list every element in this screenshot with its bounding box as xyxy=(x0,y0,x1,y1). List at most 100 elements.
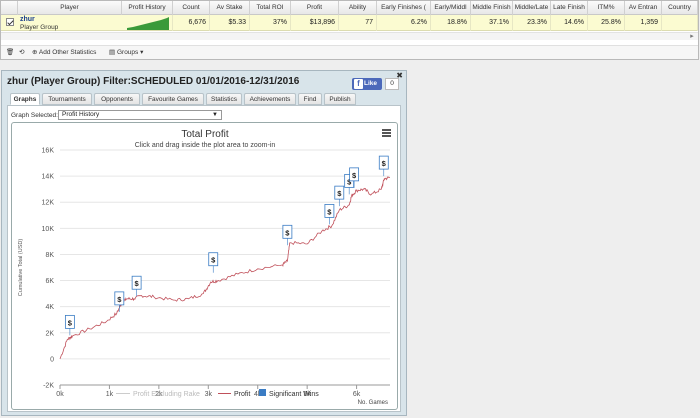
y-tick-label: 14K xyxy=(42,174,55,181)
col-header-country[interactable]: Country xyxy=(662,1,698,15)
significant-win-label: $ xyxy=(337,189,342,198)
horizontal-scrollbar[interactable] xyxy=(1,32,698,40)
col-header-early-finishes[interactable]: Early Finishes ( xyxy=(377,1,431,15)
chevron-down-icon: ▾ xyxy=(140,49,144,56)
significant-win-marker[interactable] xyxy=(349,167,360,182)
graph-select-value: Profit History xyxy=(62,111,100,118)
significant-win-marker[interactable] xyxy=(64,314,75,329)
cell-late-finish: 14.6% xyxy=(551,15,588,31)
y-tick-label: 12K xyxy=(42,200,55,207)
significant-win-marker[interactable] xyxy=(334,185,345,200)
col-header-itm-pct[interactable]: ITM% xyxy=(588,1,625,15)
profit-chart[interactable]: Total Profit Click and drag inside the pl… xyxy=(11,122,398,410)
col-header-av-stake[interactable]: Av Stake xyxy=(210,1,250,15)
player-stats-grid: Player Profit History Count Av Stake Tot… xyxy=(0,0,699,60)
profit-history-sparkline[interactable] xyxy=(127,16,169,30)
cell-early-middle: 18.8% xyxy=(431,15,471,31)
cell-av-entrants: 1,359 xyxy=(625,15,662,31)
tab-opponents[interactable]: Opponents xyxy=(94,93,140,105)
tab-statistics[interactable]: Statistics xyxy=(206,93,242,105)
y-tick-label: 16K xyxy=(42,148,55,155)
row-select-checkbox[interactable] xyxy=(6,18,14,26)
significant-win-label: $ xyxy=(211,256,216,265)
significant-win-label: $ xyxy=(68,318,73,327)
cell-middle-late: 23.3% xyxy=(513,15,551,31)
tab-publish[interactable]: Publish xyxy=(324,93,356,105)
col-header-ability[interactable]: Ability xyxy=(339,1,377,15)
legend-swatch-significant-wins xyxy=(259,389,266,396)
significant-win-marker[interactable] xyxy=(324,204,335,218)
tab-achievements[interactable]: Achievements xyxy=(244,93,296,105)
significant-win-label: $ xyxy=(327,207,332,216)
legend-significant-wins[interactable]: Significant Wins xyxy=(269,391,319,398)
x-axis-title: No. Games xyxy=(358,400,388,406)
legend-profit[interactable]: Profit xyxy=(234,391,250,398)
grid-header: Player Profit History Count Av Stake Tot… xyxy=(1,1,698,15)
col-header-middle-late[interactable]: Middle/Late xyxy=(513,1,551,15)
col-header-player[interactable]: Player xyxy=(18,1,122,15)
window-title: zhur (Player Group) Filter:SCHEDULED 01/… xyxy=(7,76,300,87)
significant-win-marker[interactable] xyxy=(282,224,293,239)
y-tick-label: 4K xyxy=(45,304,54,311)
cell-ability: 77 xyxy=(339,15,377,31)
significant-win-label: $ xyxy=(382,159,387,168)
cell-early-finishes: 6.2% xyxy=(377,15,431,31)
significant-win-marker[interactable] xyxy=(114,291,125,306)
significant-win-label: $ xyxy=(135,279,140,288)
col-header-middle-finish[interactable]: Middle Finish xyxy=(471,1,513,15)
y-tick-label: 6K xyxy=(45,278,54,285)
refresh-icon[interactable]: ⟲ xyxy=(19,49,25,56)
y-tick-label: 2K xyxy=(45,330,54,337)
chart-menu-icon[interactable] xyxy=(382,129,391,137)
x-tick-label: 6k xyxy=(353,391,361,398)
like-count: 0 xyxy=(385,78,399,90)
chart-title: Total Profit xyxy=(181,129,228,140)
add-stats-label: Add Other Statistics xyxy=(38,49,97,56)
col-header-profit[interactable]: Profit xyxy=(291,1,339,15)
col-header-total-roi[interactable]: Total ROI xyxy=(250,1,291,15)
cell-profit: $13,896 xyxy=(291,15,339,31)
player-type-label: Player Group xyxy=(20,24,59,31)
groups-icon: ▤ xyxy=(109,49,116,56)
significant-win-marker[interactable] xyxy=(378,155,389,170)
significant-win-label: $ xyxy=(347,177,352,186)
significant-win-label: $ xyxy=(117,295,122,304)
groups-label: Groups xyxy=(116,49,139,56)
facebook-like-label: Like xyxy=(364,80,378,87)
col-header-profit-history[interactable]: Profit History xyxy=(122,1,173,15)
tab-find[interactable]: Find xyxy=(298,93,322,105)
significant-win-marker[interactable] xyxy=(131,275,142,290)
graph-select-dropdown[interactable]: Profit History ▼ xyxy=(58,110,222,120)
close-icon[interactable]: ✖ xyxy=(396,71,403,80)
col-header-count[interactable]: Count xyxy=(173,1,210,15)
graphs-panel: Graph Selected: Profit History ▼ Total P… xyxy=(7,105,401,412)
facebook-like-button[interactable]: f Like xyxy=(352,78,382,90)
tab-favourite-games[interactable]: Favourite Games xyxy=(142,93,204,105)
scroll-right-arrow-icon[interactable]: ▸ xyxy=(690,33,694,40)
col-header-av-entrants[interactable]: Av Entran xyxy=(625,1,662,15)
col-header-late-finish[interactable]: Late Finish xyxy=(551,1,588,15)
select-column-header xyxy=(1,1,18,15)
y-axis-title: Cumulative Total (USD) xyxy=(18,239,24,297)
grid-toolbar: 🗑 ⟲ ⊕ Add Other Statistics ▤ Groups ▾ xyxy=(1,45,698,59)
x-tick-label: 0k xyxy=(56,391,64,398)
legend-profit-excl-rake[interactable]: Profit Excluding Rake xyxy=(133,391,200,398)
tab-graphs[interactable]: Graphs xyxy=(10,93,40,105)
trash-icon[interactable]: 🗑 xyxy=(6,49,15,56)
add-stats-button[interactable]: ⊕ Add Other Statistics xyxy=(32,48,96,57)
significant-win-marker[interactable] xyxy=(208,252,219,267)
cell-country xyxy=(662,15,698,31)
table-row[interactable]: 6,676 $5.33 37% $13,896 77 6.2% 18.8% 37… xyxy=(1,15,698,31)
cell-count: 6,676 xyxy=(173,15,210,31)
facebook-icon: f xyxy=(354,79,363,89)
player-name-link[interactable]: zhur xyxy=(20,16,35,23)
col-header-early-middle[interactable]: Early/Middl xyxy=(431,1,471,15)
y-tick-label: 0 xyxy=(50,356,54,363)
tab-tournaments[interactable]: Tournaments xyxy=(42,93,92,105)
cell-middle-finish: 37.1% xyxy=(471,15,513,31)
x-tick-label: 5k xyxy=(303,391,311,398)
profit-series-line[interactable] xyxy=(59,176,390,360)
profit-chart-svg[interactable]: Total Profit Click and drag inside the pl… xyxy=(12,123,399,411)
x-tick-label: 4k xyxy=(254,391,262,398)
groups-dropdown[interactable]: ▤ Groups ▾ xyxy=(109,48,143,57)
